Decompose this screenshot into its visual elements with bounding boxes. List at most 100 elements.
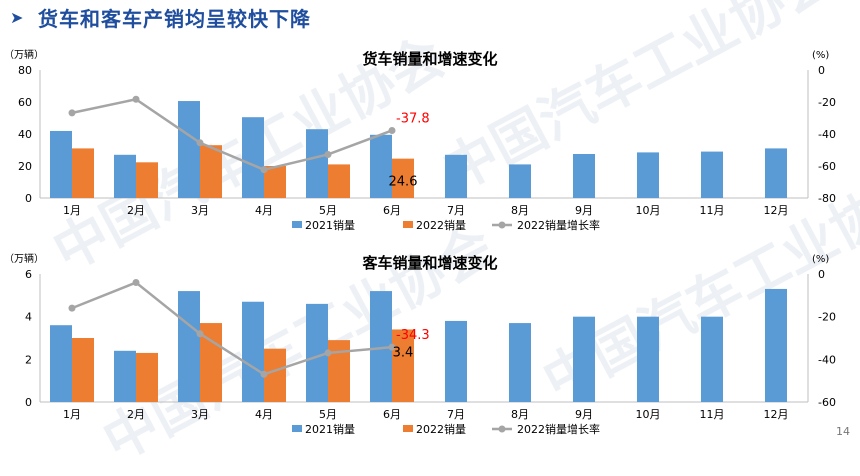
chart-1-legend-marker-growth bbox=[498, 425, 506, 433]
chart-0-legend-swatch-2021 bbox=[292, 221, 302, 228]
chart-0-category-label: 4月 bbox=[255, 204, 273, 217]
chart-1-growth-point bbox=[260, 370, 268, 378]
chart-1-left-tick: 2 bbox=[25, 353, 32, 366]
chart-0-category-label: 2月 bbox=[127, 204, 145, 217]
chart-0-title: 货车销量和增速变化 bbox=[362, 50, 497, 68]
chart-1-growth-line bbox=[71, 281, 393, 376]
chart-0-right-tick: 0 bbox=[818, 64, 825, 77]
chart-0-left-tick: 0 bbox=[25, 192, 32, 205]
chart-0-bar-2021 bbox=[573, 154, 595, 198]
chart-1-left-tick: 4 bbox=[25, 311, 32, 324]
chart-0-bar-2022 bbox=[136, 162, 158, 198]
chart-1-left-unit: （万辆） bbox=[4, 252, 44, 265]
slide-title: 货车和客车产销均呈较快下降 bbox=[38, 6, 311, 31]
chart-1-legend-label-growth: 2022销量增长率 bbox=[517, 422, 600, 436]
chart-1-bar-2021 bbox=[178, 291, 200, 402]
chart-0-bar-2021 bbox=[242, 117, 264, 198]
chart-0-bar-2022 bbox=[200, 145, 222, 198]
chart-1-category-label: 7月 bbox=[447, 408, 465, 421]
chart-0-growth-point bbox=[388, 126, 396, 134]
chart-1-growth-point bbox=[196, 330, 204, 338]
chart-1-growth-annotation: -34.3 bbox=[396, 328, 430, 343]
chart-1-bar-2022 bbox=[392, 329, 414, 402]
chart-1-legend-label-2021: 2021销量 bbox=[305, 422, 355, 436]
chart-1-right-tick: -20 bbox=[818, 311, 836, 324]
chart-0-category-label: 12月 bbox=[764, 204, 789, 217]
chart-0-right-tick: -80 bbox=[818, 192, 836, 205]
chart-0-bar-2021 bbox=[509, 164, 531, 198]
chart-0-category-label: 5月 bbox=[319, 204, 337, 217]
chart-1-bar-2022 bbox=[72, 338, 94, 402]
chart-1-growth-point bbox=[388, 343, 396, 351]
chart-0-left-tick: 40 bbox=[18, 128, 32, 141]
chart-0-left-tick: 60 bbox=[18, 96, 32, 109]
chart-0-category-label: 3月 bbox=[191, 204, 209, 217]
chart-0-category-label: 8月 bbox=[511, 204, 529, 217]
chart-1-category-label: 12月 bbox=[764, 408, 789, 421]
chart-1-category-label: 8月 bbox=[511, 408, 529, 421]
chart-0-growth-line bbox=[71, 97, 393, 171]
chart-0-legend-label-2021: 2021销量 bbox=[305, 218, 355, 232]
chart-1-category-label: 6月 bbox=[383, 408, 401, 421]
chart-0-left-tick: 80 bbox=[18, 64, 32, 77]
chart-1-right-unit: (%) bbox=[812, 254, 829, 265]
chart-1-bar-2021 bbox=[509, 323, 531, 402]
truck-sales-chart: 货车销量和增速变化 （万辆） (%) 0 20 40 60 80 -80 -60 -40 -20 0 1月… bbox=[4, 48, 836, 232]
chart-0-category-label: 1月 bbox=[63, 204, 81, 217]
chart-0-value-annotation: 24.6 bbox=[389, 175, 418, 190]
chart-0-category-label: 7月 bbox=[447, 204, 465, 217]
chart-1-category-label: 4月 bbox=[255, 408, 273, 421]
chart-1-legend-swatch-2021 bbox=[292, 425, 302, 432]
chart-1-growth-point bbox=[68, 304, 76, 312]
chart-0-legend-label-growth: 2022销量增长率 bbox=[517, 218, 600, 232]
chart-1-bar-2021 bbox=[306, 303, 328, 402]
chart-0-growth-point bbox=[260, 166, 268, 174]
chart-0-bar-2022 bbox=[392, 158, 414, 198]
chart-1-bar-2021 bbox=[573, 316, 595, 402]
chart-1-bar-2022 bbox=[136, 352, 158, 402]
chart-0-bar-2022 bbox=[328, 164, 350, 198]
chart-1-bar-2021 bbox=[445, 320, 467, 402]
chart-0-bar-2021 bbox=[114, 154, 136, 198]
chart-0-category-label: 10月 bbox=[636, 204, 661, 217]
chart-1-value-annotation: 3.4 bbox=[393, 345, 414, 360]
chart-0-growth-annotation: -37.8 bbox=[396, 111, 430, 126]
chart-1-category-label: 9月 bbox=[575, 408, 593, 421]
chart-0-left-tick: 20 bbox=[18, 160, 32, 173]
chart-1-category-label: 1月 bbox=[63, 408, 81, 421]
chart-1-left-tick: 6 bbox=[25, 268, 32, 281]
chart-1-bar-2021 bbox=[114, 350, 136, 402]
chart-1-category-label: 2月 bbox=[127, 408, 145, 421]
chart-1-bar-2021 bbox=[637, 316, 659, 402]
chart-0-right-tick: -40 bbox=[818, 128, 836, 141]
chart-0-right-tick: -20 bbox=[818, 96, 836, 109]
chart-0-bar-2021 bbox=[765, 148, 787, 198]
chart-1-category-label: 5月 bbox=[319, 408, 337, 421]
chart-0-bar-2021 bbox=[306, 129, 328, 198]
chart-0-growth-point bbox=[196, 139, 204, 147]
chart-1-bar-2022 bbox=[264, 348, 286, 402]
chart-0-bar-2021 bbox=[178, 101, 200, 198]
chart-1-right-tick: -40 bbox=[818, 353, 836, 366]
chart-1-bar-2021 bbox=[50, 325, 72, 402]
slide-header: ➤ 货车和客车产销均呈较快下降 bbox=[10, 4, 311, 31]
chart-0-bar-2021 bbox=[50, 130, 72, 198]
bus-chart: 客车销量和增速变化 （万辆） (%) 0 2 4 6 -60 -40 -20 0 1月 2月 3月 4月 5月… bbox=[0, 246, 860, 442]
chart-1-category-label: 10月 bbox=[636, 408, 661, 421]
chart-0-right-tick: -60 bbox=[818, 160, 836, 173]
chart-1-bar-2021 bbox=[765, 288, 787, 402]
chart-1-right-tick: -60 bbox=[818, 396, 836, 409]
chart-1-right-tick: 0 bbox=[818, 268, 825, 281]
chart-0-legend-swatch-2022 bbox=[403, 221, 413, 228]
chart-1-bar-2021 bbox=[242, 301, 264, 402]
chart-0-growth-point bbox=[68, 109, 76, 117]
chart-0-category-label: 6月 bbox=[383, 204, 401, 217]
arrow-right-icon: ➤ bbox=[10, 7, 24, 27]
chart-0-bar-2021 bbox=[637, 152, 659, 198]
chart-0-bar-2021 bbox=[445, 154, 467, 198]
chart-0-bar-2021 bbox=[701, 151, 723, 198]
chart-0-growth-point bbox=[324, 150, 332, 158]
chart-0-legend-label-2022: 2022销量 bbox=[416, 218, 466, 232]
chart-1-growth-point bbox=[132, 279, 140, 287]
chart-1-title: 客车销量和增速变化 bbox=[361, 254, 497, 272]
